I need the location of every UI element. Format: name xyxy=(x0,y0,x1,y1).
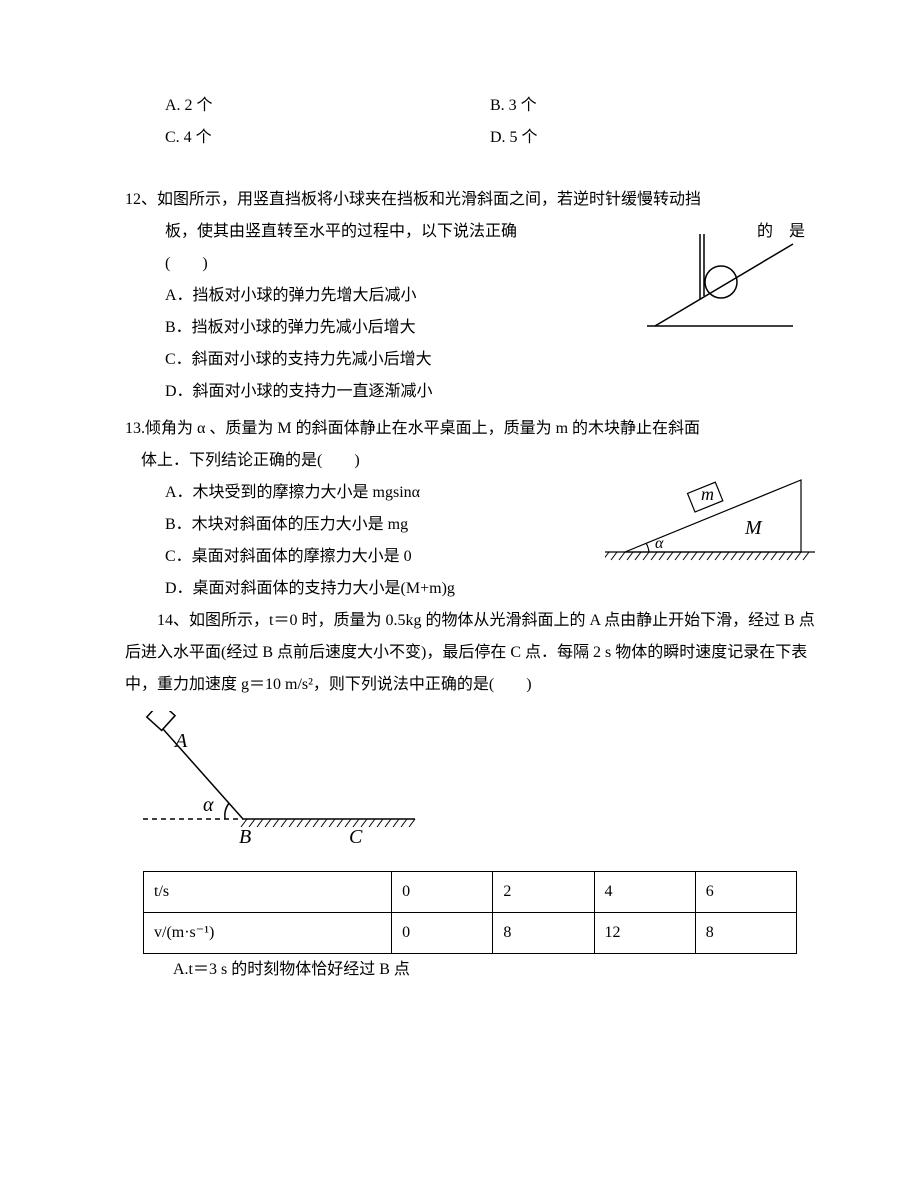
q12-option-D: D．斜面对小球的支持力一直逐渐减小 xyxy=(165,376,815,408)
question-12: 12、如图所示，用竖直挡板将小球夹在挡板和光滑斜面之间，若逆时针缓慢转动挡 板，… xyxy=(125,184,815,408)
prev-option-A: A. 2 个 xyxy=(165,90,490,122)
q14-label-A: A xyxy=(173,730,188,752)
q14-table-r1c2: 8 xyxy=(493,913,594,954)
q14-table-r1c4: 8 xyxy=(695,913,796,954)
q14-table-r1c0: v/(m·s⁻¹) xyxy=(144,913,392,954)
prev-option-C: C. 4 个 xyxy=(165,122,490,154)
question-14: 14、如图所示，t＝0 时，质量为 0.5kg 的物体从光滑斜面上的 A 点由静… xyxy=(125,605,815,986)
q13-stem-line1: 13.倾角为 α 、质量为 M 的斜面体静止在水平桌面上，质量为 m 的木块静止… xyxy=(125,413,815,445)
q14-option-A: A.t＝3 s 的时刻物体恰好经过 B 点 xyxy=(125,954,815,986)
q13-figure: m M α xyxy=(605,468,815,568)
q14-label-B: B xyxy=(239,826,251,848)
q14-stem: 14、如图所示，t＝0 时，质量为 0.5kg 的物体从光滑斜面上的 A 点由静… xyxy=(125,605,815,701)
q14-table-r0c4: 6 xyxy=(695,872,796,913)
prev-question-options: A. 2 个 B. 3 个 xyxy=(125,90,815,122)
table-row: t/s 0 2 4 6 xyxy=(144,872,797,913)
q14-table: t/s 0 2 4 6 v/(m·s⁻¹) 0 8 12 8 xyxy=(143,871,797,954)
prev-question-options-2: C. 4 个 D. 5 个 xyxy=(125,122,815,154)
q12-option-C: C．斜面对小球的支持力先减小后增大 xyxy=(165,344,815,376)
q13-label-m: m xyxy=(701,484,714,504)
prev-option-B: B. 3 个 xyxy=(490,90,815,122)
q14-table-r1c1: 0 xyxy=(392,913,493,954)
table-row: v/(m·s⁻¹) 0 8 12 8 xyxy=(144,913,797,954)
question-13: 13.倾角为 α 、质量为 M 的斜面体静止在水平桌面上，质量为 m 的木块静止… xyxy=(125,413,815,605)
q12-stem-line1: 12、如图所示，用竖直挡板将小球夹在挡板和光滑斜面之间，若逆时针缓慢转动挡 xyxy=(125,184,815,216)
q12-stem-line2a: 板，使其由竖直转至水平的过程中，以下说法正确 xyxy=(165,216,517,248)
q13-option-D: D．桌面对斜面体的支持力大小是(M+m)g xyxy=(165,573,815,605)
q14-table-r0c0: t/s xyxy=(144,872,392,913)
q14-label-alpha: α xyxy=(203,794,214,816)
q14-table-r1c3: 12 xyxy=(594,913,695,954)
q13-label-M: M xyxy=(744,517,763,539)
q12-figure xyxy=(645,234,795,334)
q13-label-alpha: α xyxy=(655,535,664,552)
prev-option-D: D. 5 个 xyxy=(490,122,815,154)
q14-table-r0c2: 2 xyxy=(493,872,594,913)
q14-table-r0c3: 4 xyxy=(594,872,695,913)
q14-figure: A α B C xyxy=(143,711,423,851)
q14-label-C: C xyxy=(349,826,363,848)
q14-table-r0c1: 0 xyxy=(392,872,493,913)
